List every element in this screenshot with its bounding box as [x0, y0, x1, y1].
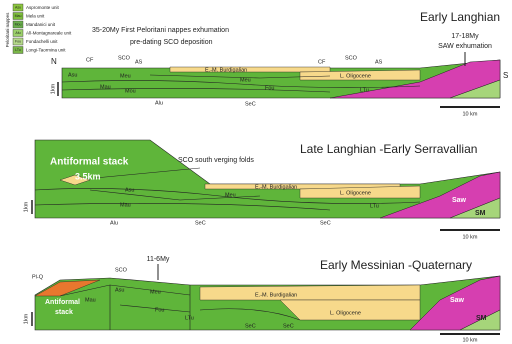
label: SeC	[320, 220, 331, 226]
panel-title: Late Langhian -Early Serravallian	[300, 142, 477, 156]
scale-label: 1km	[23, 201, 29, 212]
label: SM	[475, 210, 486, 217]
label: SM	[476, 315, 487, 322]
label: CF	[86, 57, 94, 63]
label: Alu	[155, 100, 163, 106]
scale-label: 1km	[23, 313, 29, 324]
annotation: SCO south verging folds	[178, 157, 254, 164]
label: Meu	[120, 73, 131, 79]
panel-early-langhian: Early Langhian 35-20My First Peloritani …	[50, 10, 508, 117]
label: Saw	[452, 197, 467, 204]
label: Asu	[115, 287, 124, 293]
label: E.-M. Burdigalian	[205, 67, 247, 73]
label: SeC	[283, 323, 294, 329]
orientation: N	[51, 57, 57, 66]
label: Saw	[450, 297, 465, 304]
label: Pl-Q	[32, 274, 44, 280]
legend-label: Longi-Taormina unit	[26, 47, 66, 52]
legend-code: Asu	[15, 6, 21, 10]
label: Mau	[120, 202, 131, 208]
legend-swatch	[12, 37, 24, 46]
annotation: 11-6My	[147, 256, 170, 263]
label: Mau	[100, 84, 111, 90]
legend-swatch	[12, 12, 24, 20]
legend-swatch	[12, 46, 24, 54]
panel-title: Early Messinian -Quaternary	[320, 258, 472, 272]
legend-label: Alì-Montagnareale unit	[26, 30, 72, 35]
annotation: 17-18My	[451, 33, 479, 40]
label: LTu	[370, 203, 379, 209]
legend: Peloritani nappes Asu Aspromonte unit Mau M…	[5, 3, 72, 54]
label: LTu	[360, 87, 369, 93]
label: Fou	[155, 307, 164, 313]
annotation: 35-20My First Peloritani nappes exhumati…	[92, 27, 229, 34]
label: Alu	[110, 220, 118, 226]
label: CF	[318, 59, 326, 65]
legend-code: Mou	[15, 23, 22, 27]
legend-code: LTu	[15, 48, 21, 52]
label: SeC	[195, 220, 206, 226]
label: SCO	[118, 55, 131, 61]
legend-code: Mau	[15, 14, 22, 18]
label: E.-M. Burdigalian	[255, 292, 297, 298]
label: SeC	[245, 101, 256, 107]
panel-early-messinian: Early Messinian -Quaternary 11-6My Pl-Q …	[23, 256, 501, 343]
scale-label: 10 km	[463, 337, 478, 343]
legend-label: Mela unit	[26, 13, 45, 18]
label: Asu	[68, 72, 77, 78]
panel-title: Early Langhian	[420, 10, 500, 24]
legend-code: Fou	[15, 40, 21, 44]
label: Fou	[265, 85, 274, 91]
legend-swatch	[12, 20, 24, 29]
label: SCO	[345, 55, 358, 61]
label: Antiformal stack	[50, 157, 129, 168]
orientation: S	[503, 71, 508, 80]
label: Meu	[240, 77, 251, 83]
label: Meu	[150, 289, 161, 295]
annotation: SAW exhumation	[438, 43, 492, 50]
label: E.-M. Burdigalian	[255, 184, 297, 190]
legend-label: Fondachelli unit	[26, 39, 58, 44]
label: Antiformal	[45, 299, 80, 306]
label: Meu	[225, 192, 236, 198]
label: AS	[135, 59, 143, 65]
scale-label: 1km	[50, 83, 56, 94]
legend-label: Mandanici unit	[26, 22, 56, 27]
panel-late-langhian: Late Langhian -Early Serravallian Antifo…	[23, 139, 501, 240]
label: AS	[375, 59, 383, 65]
legend-swatch	[12, 29, 24, 37]
label: Asu	[125, 187, 134, 193]
label: stack	[55, 309, 73, 316]
label: L. Oligocene	[340, 190, 371, 196]
label: LTu	[185, 315, 194, 321]
label: 3.5km	[75, 171, 101, 181]
legend-label: Aspromonte unit	[26, 5, 60, 10]
annotation: pre-dating SCO deposition	[130, 39, 213, 46]
legend-swatch	[12, 3, 24, 12]
label: SCO	[115, 267, 128, 273]
legend-title: Peloritani nappes	[5, 12, 10, 48]
label: Mau	[85, 297, 96, 303]
label: L. Oligocene	[330, 310, 361, 316]
scale-label: 10 km	[463, 111, 478, 117]
label: SeC	[245, 323, 256, 329]
legend-code: Afu	[15, 31, 20, 35]
label: L. Oligocene	[340, 73, 371, 79]
scale-label: 10 km	[463, 234, 478, 240]
label: Mou	[125, 88, 136, 94]
